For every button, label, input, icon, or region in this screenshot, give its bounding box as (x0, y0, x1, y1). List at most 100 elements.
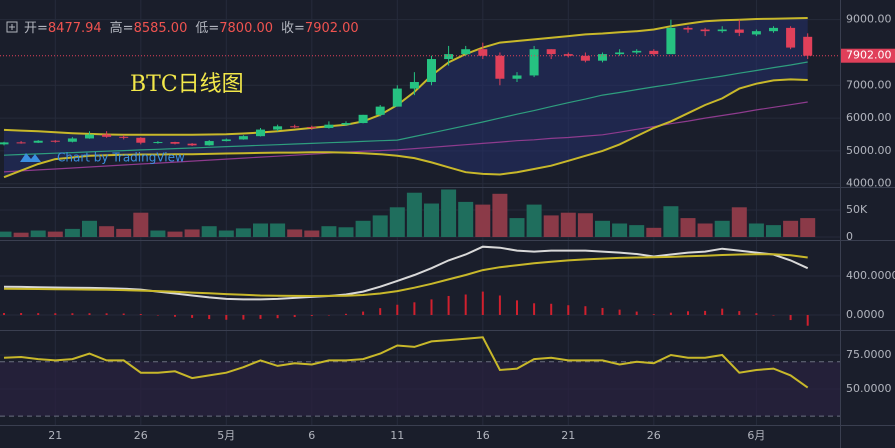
volume-bar (475, 204, 491, 237)
tradingview-logo (20, 153, 41, 162)
volume-bar (338, 227, 354, 237)
volume-bar (697, 223, 713, 237)
y-tick-label: 0 (846, 230, 853, 243)
header-label: 高= (110, 20, 134, 36)
y-tick-label: 50K (846, 203, 868, 216)
y-tick-label: 4000.00 (846, 177, 892, 190)
volume-bar (372, 215, 388, 237)
moving-average (3, 101, 808, 173)
candle-body (769, 27, 778, 32)
histogram-bar (669, 312, 672, 315)
candle-body (444, 54, 454, 60)
histogram-bar (687, 311, 689, 315)
header-value: 8477.94 (48, 21, 102, 36)
candle-body (153, 142, 163, 144)
volume-bar (714, 220, 730, 237)
volume-bar (287, 229, 303, 237)
header-icon[interactable] (6, 21, 18, 33)
y-tick-label: 7000.00 (846, 78, 892, 91)
histogram-bar (156, 314, 159, 316)
volume-bar (543, 215, 559, 237)
histogram-bar (772, 314, 775, 316)
header-label: 收= (281, 21, 305, 36)
candle-body (512, 75, 522, 79)
volume-bar (167, 231, 183, 237)
histogram-bar (652, 314, 655, 315)
volume-bar (526, 204, 542, 237)
histogram-bar (464, 294, 467, 315)
y-tick-label: 400.0000 (846, 269, 895, 282)
volume-bar (47, 231, 63, 237)
volume-bar (783, 220, 799, 237)
candle-body (0, 142, 9, 145)
volume-bar (82, 220, 97, 237)
volume-bar (389, 207, 405, 237)
candle-body (324, 124, 334, 128)
candle-body (461, 49, 471, 55)
volume-bar (577, 213, 593, 237)
volume-bar (646, 227, 662, 237)
y-tick-label: 6000.00 (846, 111, 892, 124)
volume-bar (731, 207, 747, 237)
candle-body (803, 36, 813, 56)
y-tick-label: 5000.00 (846, 144, 892, 157)
volume-bar (800, 218, 816, 237)
band-line (3, 17, 808, 136)
candle-body (478, 49, 488, 56)
last-price-label: 7902.00 (846, 49, 892, 62)
volume-bar (629, 225, 645, 237)
histogram-bar (259, 314, 262, 319)
volume-bar (116, 228, 132, 237)
histogram-bar (550, 303, 553, 315)
x-tick-label: 21 (561, 429, 575, 442)
volume-bar (150, 230, 166, 237)
volume-bar (458, 201, 474, 237)
candle-body (427, 59, 436, 83)
credit[interactable]: Chart by TradingView (57, 151, 185, 165)
volume-bar (424, 203, 439, 237)
volume-bar (492, 193, 508, 237)
histogram-bar (498, 295, 501, 315)
candle-body (102, 134, 112, 137)
candle-body (136, 137, 146, 143)
histogram-bar (3, 313, 5, 315)
last-price-box (841, 48, 895, 63)
histogram-bar (276, 314, 279, 319)
histogram-bar (105, 313, 108, 315)
histogram-bar (567, 305, 570, 315)
histogram-bar (174, 314, 176, 317)
x-tick-label: 5月 (217, 429, 235, 442)
x-tick-label: 11 (390, 429, 404, 442)
histogram-bar (618, 309, 621, 315)
histogram-bar (635, 311, 638, 315)
candle-body (666, 27, 676, 55)
histogram-bar (481, 291, 484, 315)
candle-body (615, 52, 625, 55)
histogram-bar (789, 314, 792, 321)
candle-body (187, 143, 197, 146)
candle-body (649, 50, 659, 55)
volume-bar (595, 220, 610, 237)
header-label: 开= (24, 21, 48, 36)
level-fill (0, 361, 840, 417)
histogram-bar (516, 300, 518, 315)
volume-bar (321, 226, 337, 237)
candle-body (170, 142, 180, 144)
candle-body (204, 141, 214, 146)
volume-bar (64, 228, 80, 237)
line (3, 245, 809, 301)
x-tick-label: 6 (308, 429, 315, 442)
candle-body (546, 49, 556, 55)
histogram-bar (738, 311, 741, 315)
candle-body (119, 136, 129, 138)
histogram-bar (191, 314, 194, 318)
candle-body (273, 126, 283, 130)
histogram-bar (208, 314, 211, 320)
candle-body (580, 55, 590, 61)
volume-bar (406, 192, 422, 237)
histogram-bar (533, 303, 536, 315)
candle-body (751, 31, 761, 35)
volume-bar (304, 230, 320, 237)
volume-bar (766, 225, 781, 237)
moving-average (3, 61, 808, 156)
